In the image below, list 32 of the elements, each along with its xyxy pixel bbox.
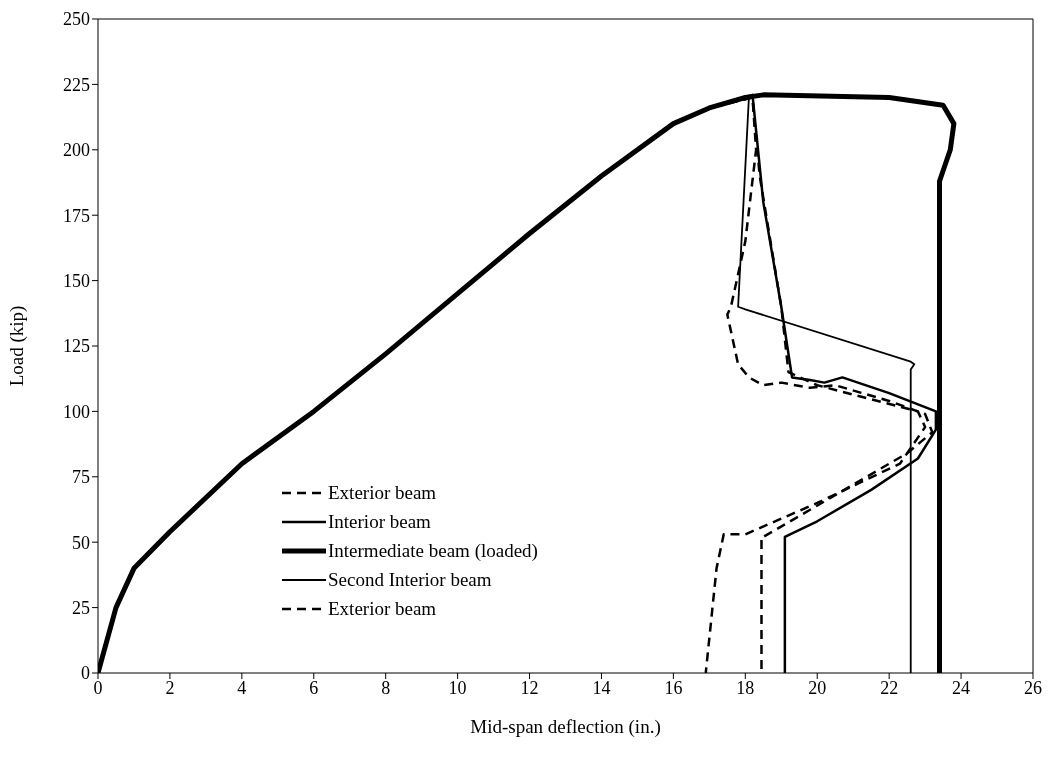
legend-label: Interior beam: [328, 510, 431, 533]
x-tick-label: 0: [93, 677, 103, 698]
x-axis-title: Mid-span deflection (in.): [470, 716, 661, 738]
x-tick-label: 18: [736, 677, 755, 698]
x-tick-label: 6: [309, 677, 319, 698]
x-tick-label: 4: [237, 677, 247, 698]
y-tick-label: 250: [63, 9, 90, 30]
x-tick-label: 2: [165, 677, 175, 698]
x-tick-label: 20: [808, 677, 827, 698]
x-tick-label: 26: [1024, 677, 1042, 698]
x-tick-label: 10: [448, 677, 467, 698]
x-tick-label: 24: [952, 677, 971, 698]
y-tick-label: 175: [63, 205, 90, 226]
legend-label: Second Interior beam: [328, 568, 492, 591]
y-tick-label: 25: [72, 597, 90, 618]
x-tick-label: 16: [664, 677, 683, 698]
x-tick-label: 22: [880, 677, 899, 698]
y-tick-label: 50: [72, 532, 90, 553]
x-tick-label: 12: [520, 677, 539, 698]
y-tick-label: 200: [63, 140, 90, 161]
y-axis-title: Load (kip): [5, 305, 28, 387]
y-tick-label: 125: [63, 336, 90, 357]
x-tick-label: 14: [592, 677, 611, 698]
y-tick-label: 75: [72, 467, 90, 488]
x-tick-label: 8: [381, 677, 391, 698]
legend-label: Exterior beam: [328, 481, 437, 504]
legend-label: Intermediate beam (loaded): [328, 539, 538, 562]
y-tick-label: 0: [81, 663, 90, 684]
y-tick-label: 225: [63, 74, 90, 95]
y-tick-label: 100: [63, 401, 90, 422]
y-tick-label: 150: [63, 270, 90, 291]
legend-label: Exterior beam: [328, 597, 437, 620]
